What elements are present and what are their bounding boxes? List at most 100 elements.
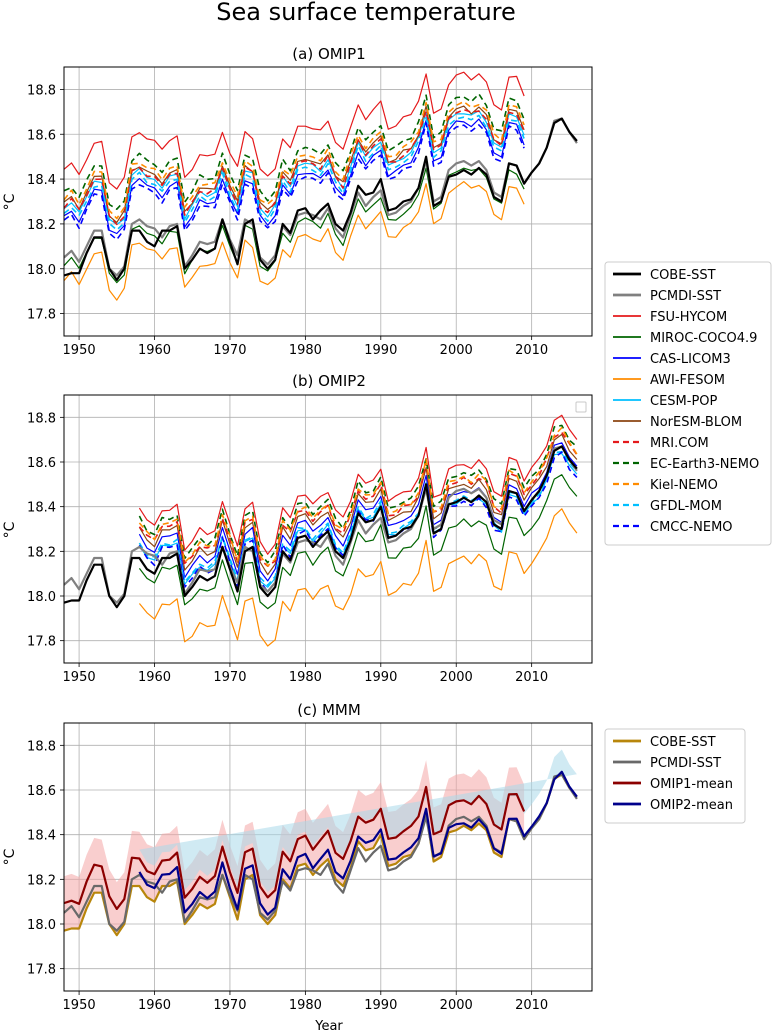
x-tick-label: 2000 — [440, 343, 473, 358]
series-line-awi-fesom — [138, 508, 578, 647]
x-tick-label: 2000 — [440, 998, 473, 1013]
empty-legend-box — [575, 401, 587, 413]
y-tick-label: 17.8 — [27, 635, 56, 650]
x-tick-label: 1960 — [138, 670, 171, 685]
legend-label: PCMDI-SST — [650, 756, 721, 771]
panel-title-omip2: (b) OMIP2 — [292, 372, 366, 390]
legend-label: OMIP1-mean — [650, 777, 733, 792]
legend-label: AWI-FESOM — [650, 373, 725, 388]
y-tick-label: 18.8 — [27, 411, 56, 426]
x-tick-label: 1980 — [289, 998, 322, 1013]
y-tick-label: 18.0 — [27, 590, 56, 605]
panel-mmm: (c) MMM °C 1950 1960 1970 1980 1990 2000 20101… — [2, 701, 593, 1034]
series-line-pcmdi-sst — [64, 445, 578, 604]
series-line-mmm-cobe-sst — [64, 773, 578, 937]
legend-label: CESM-POP — [650, 394, 718, 409]
series-line-cobe-sst — [64, 117, 578, 282]
x-tick-label: 1990 — [364, 343, 397, 358]
x-tick-label: 1960 — [138, 343, 171, 358]
x-tick-label: 2010 — [515, 670, 548, 685]
y-tick-label: 18.4 — [27, 173, 56, 188]
x-axis-label-year: Year — [314, 1019, 343, 1032]
y-tick-label: 18.2 — [27, 545, 56, 560]
y-tick-label: 17.8 — [27, 308, 56, 323]
y-axis-label-mmm: °C — [2, 848, 18, 865]
x-tick-label: 1960 — [138, 998, 171, 1013]
panel-omip1: (a) OMIP1 °C 1950 1960 1970 1980 1990 2000 201… — [2, 45, 593, 358]
series-line-cas-licom3 — [64, 118, 525, 235]
series-line-kiel-nemo — [64, 100, 525, 220]
y-tick-label: 18.0 — [27, 263, 56, 278]
series-line-ec-earth3-nemo — [138, 424, 578, 564]
series-line-kiel-nemo — [138, 426, 578, 567]
series-line-noresm-blom — [64, 105, 525, 223]
series-line-pcmdi-sst — [64, 117, 578, 277]
legend-mmm: COBE-SST PCMDI-SST OMIP1-mean OMIP2-mean — [604, 728, 746, 824]
y-tick-label: 18.2 — [27, 218, 56, 233]
legend-frame — [604, 261, 772, 546]
legend-label: CAS-LICOM3 — [650, 352, 731, 367]
series-layer — [64, 414, 578, 647]
series-line-awi-fesom — [64, 181, 525, 301]
legend-label: Kiel-NEMO — [650, 478, 718, 493]
series-line-fsu-hycom — [64, 71, 525, 190]
legend-label: PCMDI-SST — [650, 289, 721, 304]
panel-omip2: (b) OMIP2 °C 1950 1960 1970 1980 1990 2000 201… — [2, 372, 593, 685]
x-tick-label: 1950 — [63, 998, 96, 1013]
legend-models: COBE-SST PCMDI-SST FSU-HYCOM MIROC-COCO4.9 C… — [604, 261, 772, 546]
x-tick-label: 1980 — [289, 343, 322, 358]
x-tick-label: 1980 — [289, 670, 322, 685]
legend-label: NorESM-BLOM — [650, 415, 742, 430]
y-tick-label: 17.8 — [27, 963, 56, 978]
y-tick-label: 18.6 — [27, 784, 56, 799]
legend-label: EC-Earth3-NEMO — [650, 457, 759, 472]
x-tick-label: 1970 — [213, 998, 246, 1013]
plot-area-omip2: 1950 1960 1970 1980 1990 2000 2010 17.8 18.0 18.2… — [27, 394, 593, 685]
y-tick-label: 18.6 — [27, 128, 56, 143]
plot-frame — [63, 66, 593, 337]
series-line-omip2-mean — [138, 770, 578, 916]
x-tick-label: 1950 — [63, 670, 96, 685]
y-tick-label: 18.4 — [27, 501, 56, 516]
y-tick-label: 18.8 — [27, 83, 56, 98]
series-layer — [64, 71, 578, 301]
series-layer — [64, 749, 578, 937]
x-tick-label: 1970 — [213, 343, 246, 358]
x-tick-label: 1990 — [364, 670, 397, 685]
plot-frame — [63, 722, 593, 992]
y-tick-label: 18.4 — [27, 829, 56, 844]
panel-title-mmm: (c) MMM — [297, 701, 361, 719]
series-line-miroc-coco4-9 — [138, 474, 578, 610]
x-tick-label: 2000 — [440, 670, 473, 685]
legend-label: COBE-SST — [650, 735, 716, 750]
y-axis-label-omip2: °C — [2, 521, 18, 538]
legend-frame — [604, 728, 746, 824]
legend-label: MIROC-COCO4.9 — [650, 331, 757, 346]
legend-label: OMIP2-mean — [650, 798, 733, 813]
series-line-gfdl-mom — [64, 114, 525, 231]
plot-area-mmm: 1950 1960 1970 1980 1990 2000 2010 17.8 18.0 18.2… — [27, 722, 593, 1013]
series-line-mri-com — [64, 108, 525, 226]
panel-title-omip1: (a) OMIP1 — [292, 45, 365, 63]
legend-label: CMCC-NEMO — [650, 520, 733, 535]
y-tick-label: 18.6 — [27, 456, 56, 471]
series-line-fsu-hycom — [138, 414, 578, 555]
spread-band-omip2 — [139, 749, 577, 893]
y-tick-label: 18.0 — [27, 918, 56, 933]
legend-label: COBE-SST — [650, 268, 716, 283]
x-tick-label: 1970 — [213, 670, 246, 685]
legend-label: GFDL-MOM — [650, 499, 722, 514]
y-axis-label-omip1: °C — [2, 193, 18, 210]
plot-area-omip1: 1950 1960 1970 1980 1990 2000 2010 17.8 18.0 18.2… — [27, 66, 593, 358]
legend-label: MRI.COM — [650, 436, 709, 451]
x-tick-label: 2010 — [515, 343, 548, 358]
plot-frame — [63, 394, 593, 664]
series-line-noresm-blom — [138, 433, 578, 576]
x-tick-label: 1990 — [364, 998, 397, 1013]
y-tick-label: 18.8 — [27, 739, 56, 754]
series-line-cmcc-nemo — [64, 122, 525, 241]
series-line-omip1-mean — [64, 785, 526, 910]
x-tick-label: 1950 — [63, 343, 96, 358]
